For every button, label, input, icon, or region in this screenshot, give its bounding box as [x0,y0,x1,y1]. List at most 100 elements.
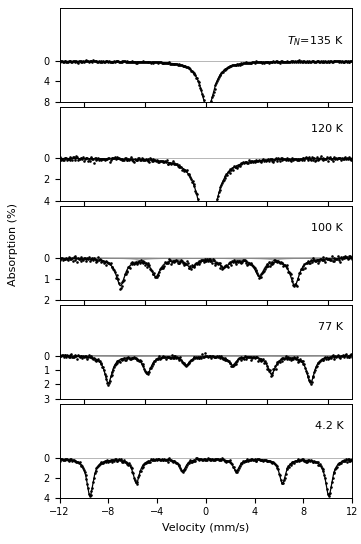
Point [265,155,271,164]
Point [139,153,144,162]
Point [145,458,151,467]
Point [167,158,173,167]
Point [200,353,206,362]
Point [325,255,331,263]
Point [141,365,147,374]
Point [180,62,186,71]
Point [118,155,123,164]
Point [153,455,159,464]
Point [312,456,317,465]
Point [291,154,297,163]
Point [326,58,332,66]
Point [60,455,66,464]
Point [119,57,125,66]
Point [320,256,326,264]
Point [322,57,328,66]
Point [255,58,260,66]
Point [227,458,233,466]
Point [105,458,111,466]
Point [154,273,160,282]
Point [159,58,165,67]
Point [238,59,243,68]
Point [263,263,269,271]
Point [158,157,164,165]
Point [215,353,221,362]
Point [277,471,283,480]
Point [156,270,161,279]
Point [239,459,245,468]
Point [101,458,107,466]
Point [114,456,119,465]
Point [190,355,196,363]
Point [144,369,149,378]
Point [99,256,104,264]
Point [222,456,227,465]
Point [151,357,157,366]
Point [154,156,160,165]
Point [279,156,285,164]
Point [338,354,343,362]
Point [182,62,188,71]
Point [122,356,128,364]
Point [220,67,226,76]
Point [280,154,286,163]
Point [305,153,310,162]
Point [145,369,151,378]
Point [171,351,177,360]
Point [249,157,255,165]
Point [175,258,180,267]
Point [78,57,84,66]
Point [118,455,123,464]
Point [130,157,136,166]
Point [90,484,95,492]
Point [127,264,133,273]
Point [121,156,127,164]
Point [216,72,222,81]
Point [150,456,156,465]
Point [318,151,324,160]
Point [107,259,113,268]
Point [123,269,129,278]
Point [295,156,301,165]
Point [212,258,217,267]
Point [336,254,342,263]
Point [134,355,140,364]
Point [134,258,140,267]
Point [191,353,196,362]
Point [75,58,81,67]
Point [62,154,68,163]
Point [261,358,267,367]
Point [160,455,165,464]
Point [319,464,325,473]
Point [151,57,157,66]
Point [251,263,257,272]
Point [78,57,83,66]
Point [111,57,117,65]
Point [125,267,130,276]
Point [182,258,187,267]
Point [290,354,295,362]
Point [76,351,82,360]
Point [95,253,101,262]
Point [174,353,180,361]
Point [203,257,208,266]
Point [309,457,315,466]
Point [312,256,317,264]
Point [111,362,117,371]
Point [116,279,122,287]
Point [98,458,104,466]
Point [182,464,188,473]
Point [274,360,279,368]
Point [247,59,253,67]
Point [214,195,220,203]
Point [234,60,240,69]
Point [93,467,99,476]
Point [76,459,82,467]
Point [64,455,70,463]
Point [75,458,81,467]
Point [99,363,105,372]
Point [110,366,116,374]
Point [305,58,310,66]
Point [166,58,172,67]
Point [113,455,119,463]
